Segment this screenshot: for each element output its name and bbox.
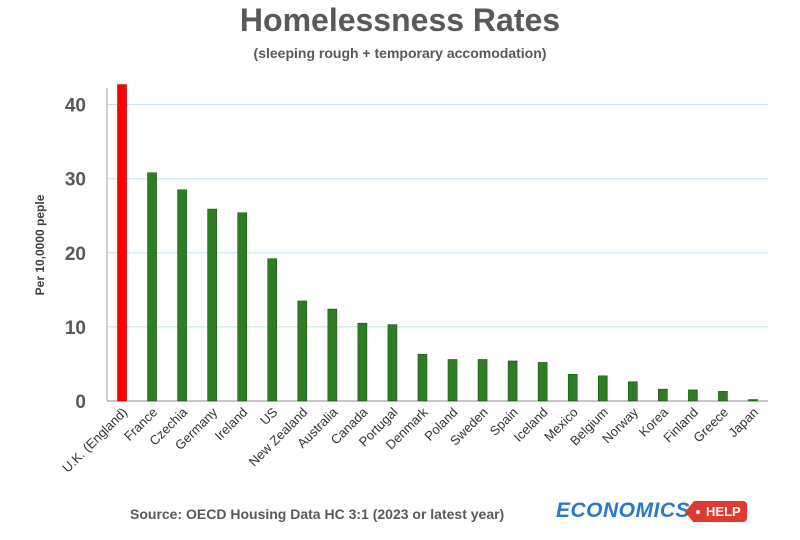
logo-main-text: ECONOMICS xyxy=(556,499,691,522)
bar xyxy=(177,189,187,402)
x-tick-label: Japan xyxy=(725,405,761,441)
bar xyxy=(237,212,248,402)
chart-title: Homelessness Rates xyxy=(239,2,561,38)
bar xyxy=(627,381,638,402)
bar xyxy=(117,84,127,402)
bar xyxy=(207,208,217,402)
y-tick-label: 40 xyxy=(65,96,86,117)
bar xyxy=(748,399,758,402)
x-tick-label: US xyxy=(257,404,281,428)
bar xyxy=(147,172,157,402)
bar xyxy=(387,324,398,402)
x-tick-label: U.K. (England) xyxy=(59,405,130,476)
bar xyxy=(267,258,278,402)
x-tick-label: Ireland xyxy=(212,405,251,444)
bar xyxy=(718,391,728,402)
bar xyxy=(447,359,458,402)
bar xyxy=(357,322,368,402)
y-tick-label: 0 xyxy=(75,392,86,413)
bar xyxy=(417,354,428,402)
y-tick-label: 20 xyxy=(65,244,86,265)
bar xyxy=(567,374,578,402)
x-tick-label: Iceland xyxy=(511,405,551,445)
bar xyxy=(477,359,488,402)
bar xyxy=(688,389,698,402)
bar xyxy=(537,362,548,402)
bar xyxy=(597,375,608,402)
logo-tag-text: HELP xyxy=(685,500,747,523)
y-axis-label: Per 10,0000 peple xyxy=(33,194,47,295)
bar xyxy=(297,300,308,402)
y-tick-label: 10 xyxy=(65,318,86,339)
economics-help-logo: ECONOMICS HELP xyxy=(556,496,747,526)
bar xyxy=(507,360,518,402)
bar xyxy=(327,308,338,402)
y-tick-label: 30 xyxy=(65,170,86,191)
bar xyxy=(658,388,668,402)
source-note: Source: OECD Housing Data HC 3:1 (2023 o… xyxy=(130,506,505,522)
chart-subtitle: (sleeping rough + temporary accomodation… xyxy=(253,45,547,61)
